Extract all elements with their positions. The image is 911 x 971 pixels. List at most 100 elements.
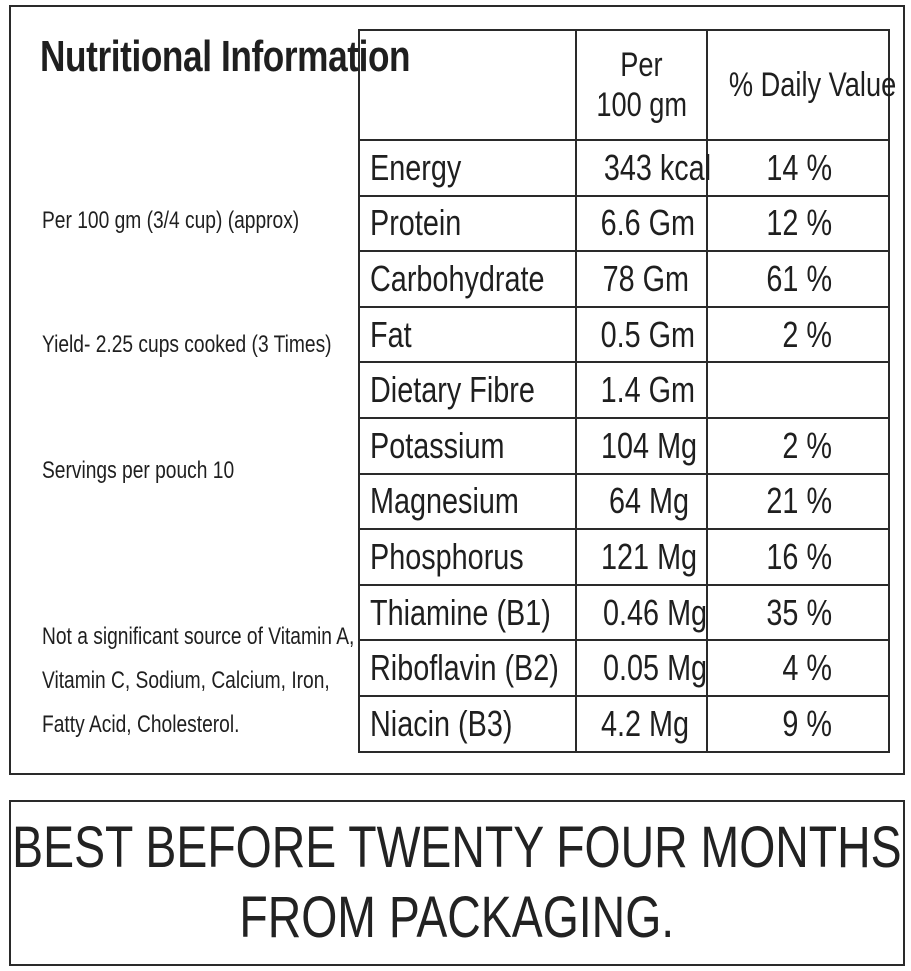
nutrient-name: Phosphorus [370, 535, 524, 577]
vitamin-disclaimer-text: Fatty Acid, Cholesterol. [42, 711, 240, 738]
nutrient-amount: 1.4 Gm [600, 369, 696, 411]
daily-value-cell: 12 % [706, 194, 890, 253]
daily-value-cell: 14 % [706, 139, 890, 197]
daily-value-cell: 35 % [706, 583, 890, 642]
table-row: Niacin (B3) 4.2 Mg 9 % [358, 694, 890, 753]
header-per-line2: 100 gm [596, 86, 687, 124]
nutrient-name: Energy [370, 146, 462, 188]
nutrient-name: Protein [370, 202, 462, 244]
table-row: Riboflavin (B2) 0.05 Mg 4 % [358, 639, 890, 697]
table-row: Thiamine (B1) 0.46 Mg 35 % [358, 583, 890, 642]
amount-cell: 1.4 Gm [575, 361, 708, 419]
table-row: Protein 6.6 Gm 12 % [358, 194, 890, 253]
nutrient-name-cell: Riboflavin (B2) [358, 639, 577, 697]
vitamin-disclaimer-line: Vitamin C, Sodium, Calcium, Iron, [42, 659, 432, 703]
header-per-line1: Per [620, 46, 663, 84]
daily-value-cell: 9 % [706, 694, 890, 753]
nutrient-name-cell: Niacin (B3) [358, 694, 577, 753]
nutrient-amount: 121 Mg [601, 535, 698, 577]
amount-cell: 0.5 Gm [575, 305, 708, 364]
nutrient-name: Riboflavin (B2) [370, 647, 559, 689]
nutrient-daily-value: 2 % [782, 424, 832, 466]
vitamin-disclaimer-note: Not a significant source of Vitamin A, V… [42, 615, 432, 747]
table-row: Phosphorus 121 Mg 16 % [358, 528, 890, 586]
best-before-line1: BEST BEFORE TWENTY FOUR MONTHS [0, 813, 911, 883]
nutrient-name: Magnesium [370, 480, 519, 522]
nutrient-daily-value: 2 % [782, 313, 832, 355]
table-row: Carbohydrate 78 Gm 61 % [358, 250, 890, 308]
nutrient-daily-value: 16 % [766, 535, 832, 577]
amount-cell: 0.05 Mg [575, 639, 708, 697]
best-before-text-2: FROM PACKAGING. [239, 885, 675, 950]
nutrition-table: Per 100 gm % Daily Value Energy 343 kcal… [358, 29, 896, 753]
nutrient-name-cell: Magnesium [358, 472, 577, 531]
nutrient-daily-value: 14 % [766, 146, 832, 188]
nutrient-amount: 64 Mg [608, 480, 689, 522]
best-before-box: BEST BEFORE TWENTY FOUR MONTHS FROM PACK… [9, 800, 905, 966]
vitamin-disclaimer-text: Not a significant source of Vitamin A, [42, 623, 355, 650]
panel-title: Nutritional Information [40, 31, 503, 83]
nutrient-name: Niacin (B3) [370, 702, 513, 744]
amount-cell: 4.2 Mg [575, 694, 708, 753]
vitamin-disclaimer-text: Vitamin C, Sodium, Calcium, Iron, [42, 667, 330, 694]
nutrient-amount: 4.2 Mg [600, 702, 689, 744]
nutrient-name-cell: Phosphorus [358, 528, 577, 586]
serving-size-note: Per 100 gm (3/4 cup) (approx) [42, 199, 363, 243]
daily-value-cell: 2 % [706, 305, 890, 364]
nutrient-daily-value: 21 % [766, 480, 832, 522]
vitamin-disclaimer-line: Fatty Acid, Cholesterol. [42, 703, 432, 747]
nutrient-name-cell: Thiamine (B1) [358, 583, 577, 642]
nutrient-name: Carbohydrate [370, 257, 545, 299]
nutrient-daily-value: 61 % [766, 257, 832, 299]
header-daily-value: % Daily Value [706, 29, 896, 141]
nutrient-amount: 6.6 Gm [600, 202, 696, 244]
amount-cell: 64 Mg [575, 472, 708, 531]
nutrient-amount: 0.05 Mg [603, 647, 708, 689]
nutrient-name: Dietary Fibre [370, 369, 535, 411]
nutrient-amount: 104 Mg [601, 424, 698, 466]
servings-text: Servings per pouch 10 [42, 457, 235, 484]
table-row: Fat 0.5 Gm 2 % [358, 305, 890, 364]
nutrient-name-cell: Carbohydrate [358, 250, 577, 308]
nutrition-panel: Nutritional Information Per 100 gm (3/4 … [9, 5, 905, 775]
amount-cell: 104 Mg [575, 416, 708, 475]
header-blank-cell [358, 29, 577, 141]
nutrient-daily-value: 35 % [766, 591, 832, 633]
table-row: Potassium 104 Mg 2 % [358, 416, 890, 475]
nutrient-name-cell: Potassium [358, 416, 577, 475]
nutrient-daily-value: 12 % [766, 202, 832, 244]
nutrient-name: Thiamine (B1) [370, 591, 551, 633]
daily-value-cell: 2 % [706, 416, 890, 475]
serving-size-text: Per 100 gm (3/4 cup) (approx) [42, 207, 300, 234]
nutrient-daily-value: 4 % [782, 647, 832, 689]
header-per-100gm: Per 100 gm [575, 29, 708, 141]
nutrient-name-cell: Energy [358, 139, 577, 197]
daily-value-cell: 4 % [706, 639, 890, 697]
daily-value-cell [706, 361, 890, 419]
best-before-text-1: BEST BEFORE TWENTY FOUR MONTHS [12, 815, 902, 880]
vitamin-disclaimer-line: Not a significant source of Vitamin A, [42, 615, 432, 659]
nutrient-name: Fat [370, 313, 412, 355]
table-row: Dietary Fibre 1.4 Gm [358, 361, 890, 419]
table-row: Magnesium 64 Mg 21 % [358, 472, 890, 531]
daily-value-cell: 61 % [706, 250, 890, 308]
amount-cell: 78 Gm [575, 250, 708, 308]
nutrient-name-cell: Dietary Fibre [358, 361, 577, 419]
panel-title-text: Nutritional Information [40, 32, 411, 81]
nutrient-amount: 0.46 Mg [603, 591, 708, 633]
header-daily-value-text: % Daily Value [728, 66, 897, 104]
amount-cell: 0.46 Mg [575, 583, 708, 642]
daily-value-cell: 16 % [706, 528, 890, 586]
nutrient-name-cell: Fat [358, 305, 577, 364]
table-row: Energy 343 kcal 14 % [358, 139, 890, 197]
daily-value-cell: 21 % [706, 472, 890, 531]
nutrient-amount: 0.5 Gm [600, 313, 696, 355]
nutrient-name: Potassium [370, 424, 505, 466]
nutrient-amount: 78 Gm [602, 257, 689, 299]
amount-cell: 6.6 Gm [575, 194, 708, 253]
servings-per-pouch-note: Servings per pouch 10 [42, 449, 282, 493]
best-before-line2: FROM PACKAGING. [185, 883, 729, 953]
yield-note: Yield- 2.25 cups cooked (3 Times) [42, 323, 404, 367]
nutrient-name-cell: Protein [358, 194, 577, 253]
yield-text: Yield- 2.25 cups cooked (3 Times) [42, 331, 332, 358]
